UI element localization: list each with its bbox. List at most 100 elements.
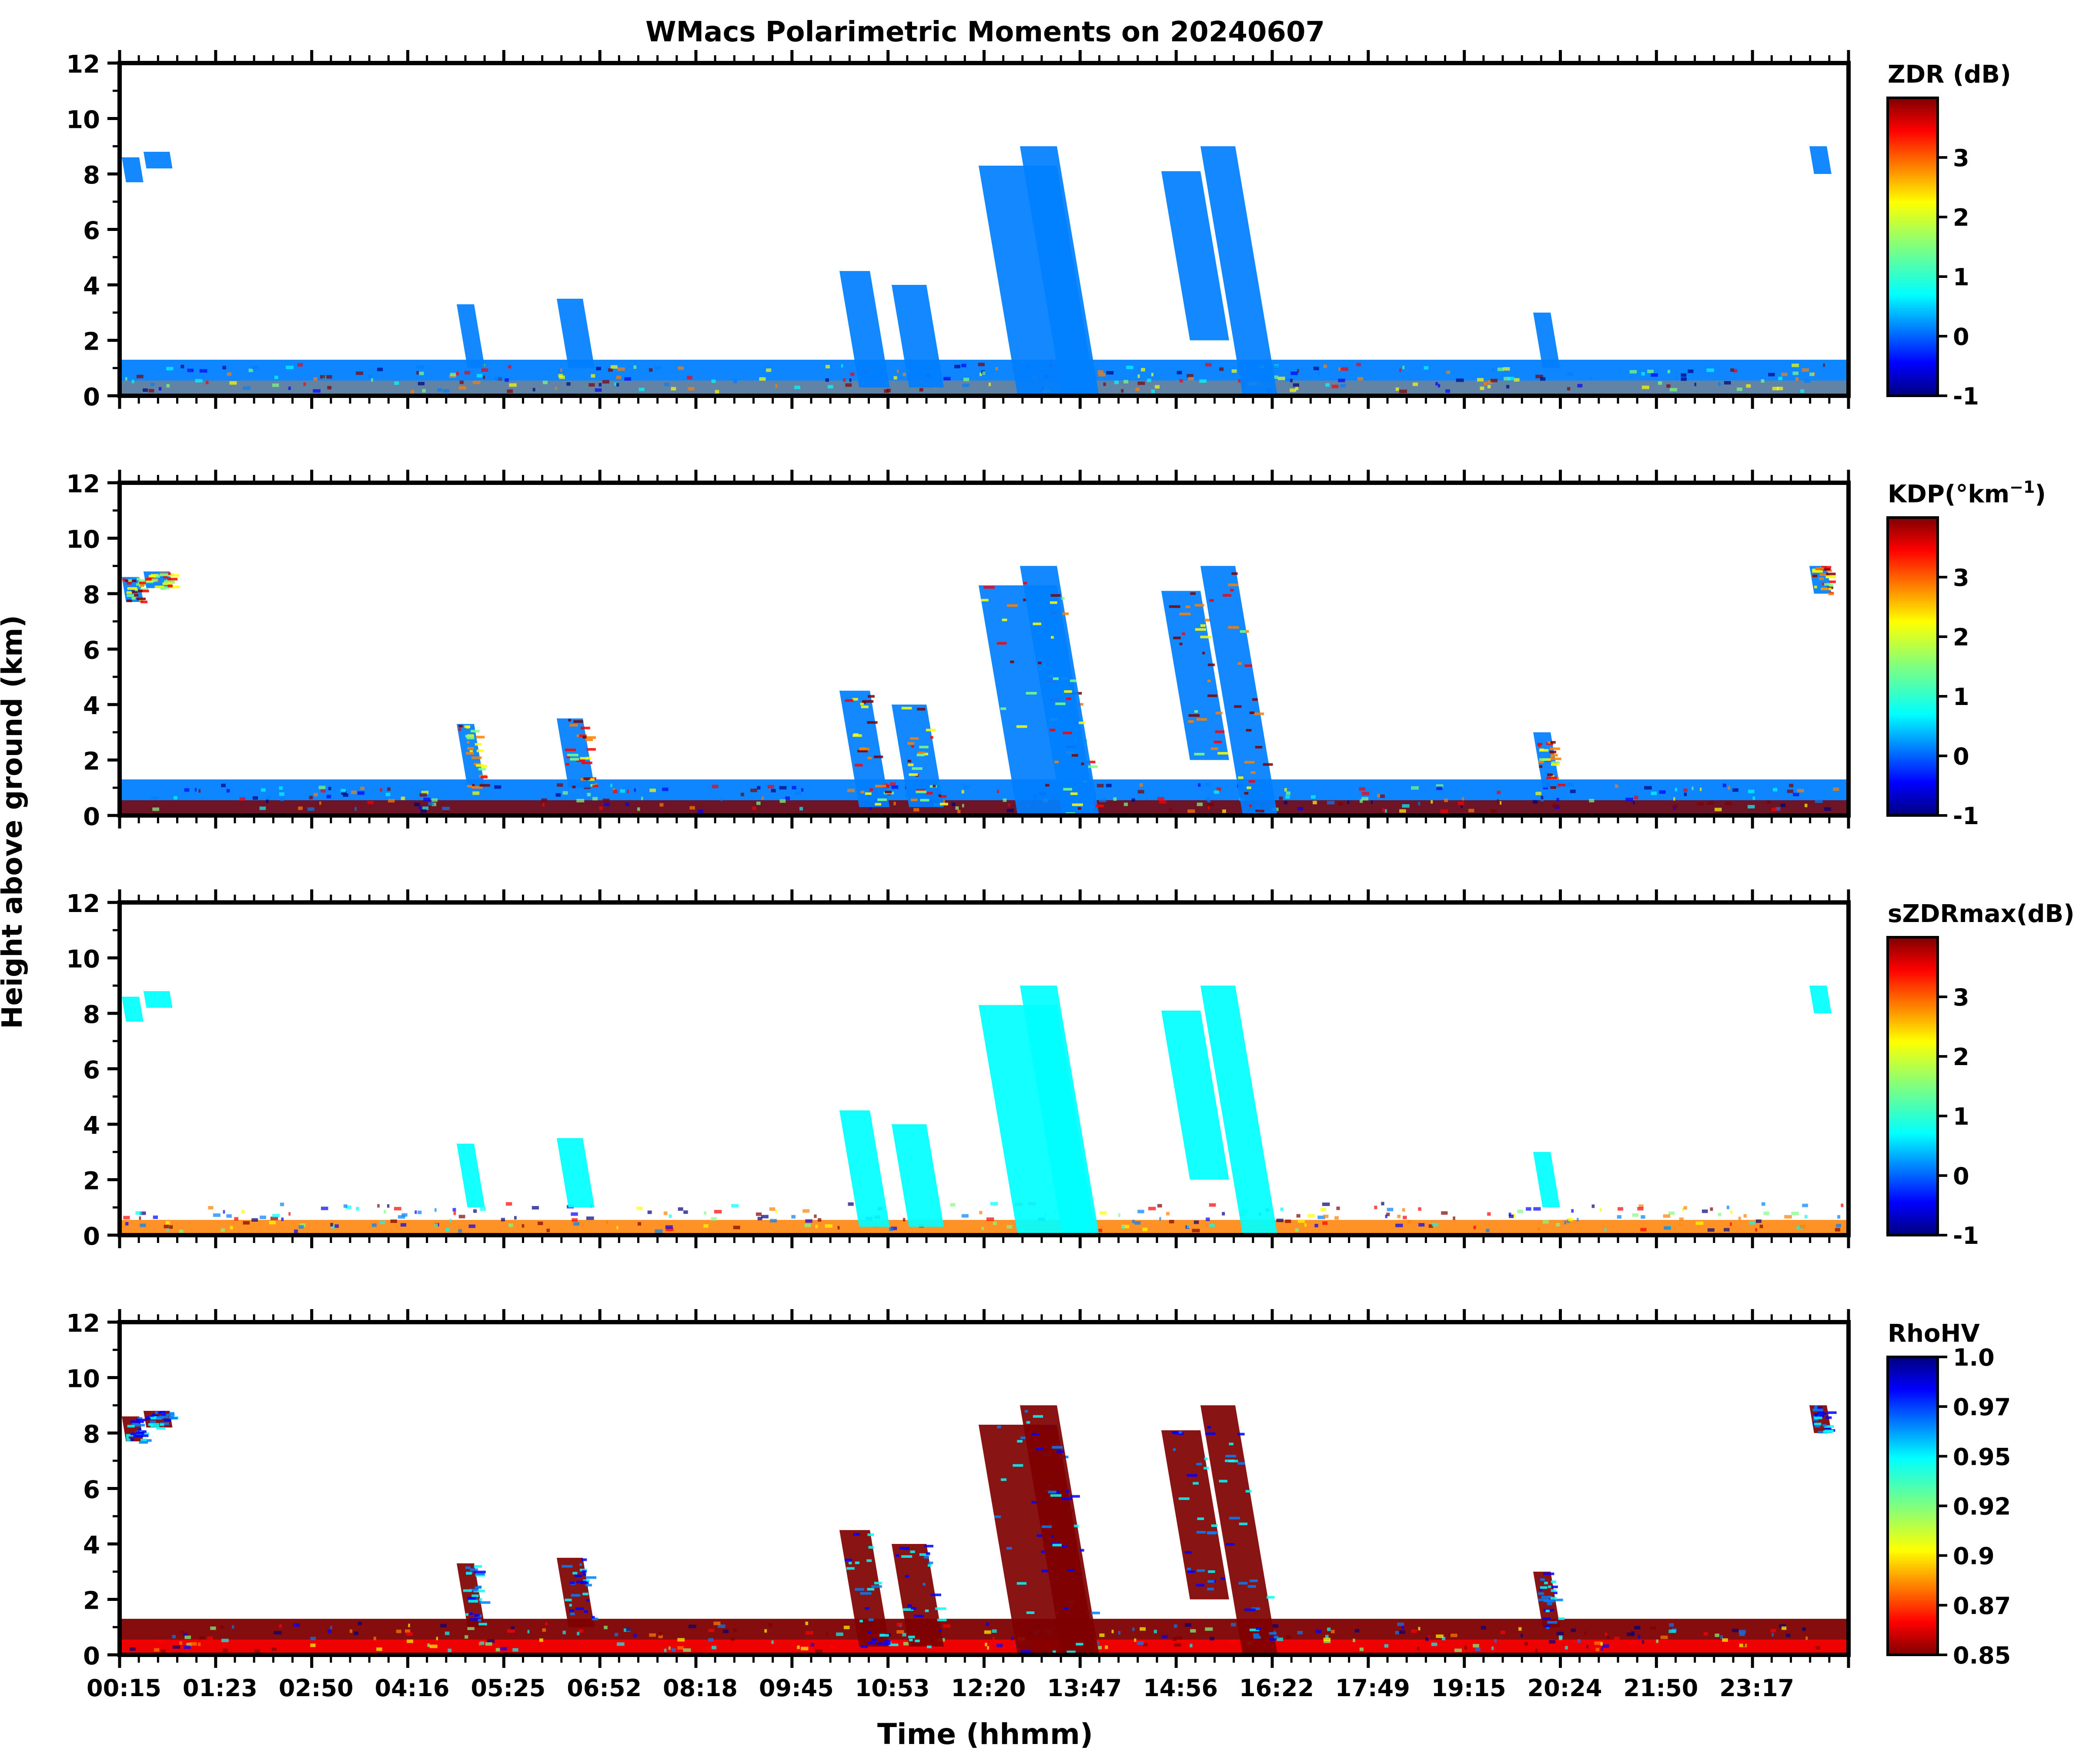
speckle	[1293, 383, 1299, 387]
speckle	[1147, 378, 1151, 382]
speckle	[1556, 1631, 1564, 1635]
storm-texture	[1249, 712, 1255, 714]
speckle	[328, 787, 331, 790]
storm-texture	[585, 1576, 597, 1579]
speckle	[687, 376, 692, 380]
storm-texture	[1538, 1592, 1544, 1595]
speckle	[1173, 1643, 1181, 1647]
speckle	[401, 1213, 408, 1217]
speckle	[1567, 387, 1571, 391]
storm-texture	[136, 1433, 142, 1436]
storm-texture	[1223, 594, 1231, 597]
storm-texture	[1086, 761, 1096, 764]
speckle	[884, 389, 889, 393]
speckle	[1003, 1646, 1006, 1650]
speckle	[1397, 1622, 1404, 1626]
speckle	[1096, 1229, 1103, 1233]
storm-texture	[588, 778, 595, 781]
storm-texture	[570, 758, 579, 761]
colorbar-label-text: sZDRmax(dB)	[1888, 900, 2075, 928]
speckle	[1805, 804, 1808, 807]
speckle	[1586, 1645, 1588, 1648]
storm-texture	[1540, 1586, 1548, 1589]
speckle	[1166, 1212, 1170, 1216]
speckle	[1535, 1648, 1538, 1652]
storm-texture	[145, 578, 157, 581]
storm-texture	[1819, 577, 1824, 580]
speckle	[286, 365, 294, 369]
speckle	[963, 785, 969, 789]
storm-echo	[839, 271, 890, 388]
storm-texture	[580, 757, 588, 760]
speckle	[1804, 1215, 1808, 1219]
speckle	[1673, 797, 1675, 801]
storm-echo	[1161, 1010, 1229, 1180]
colorbar-tick-label: 1.0	[1953, 1344, 1995, 1371]
storm-texture	[866, 1559, 872, 1562]
speckle	[213, 1213, 221, 1217]
colorbar-tick-label: 0.85	[1953, 1642, 2011, 1669]
speckle	[280, 1203, 284, 1206]
speckle	[1692, 786, 1694, 790]
storm-texture	[1074, 1524, 1079, 1527]
speckle	[1286, 1635, 1291, 1639]
speckle	[762, 796, 764, 800]
speckle	[1659, 790, 1666, 794]
y-tick-label: 0	[83, 803, 100, 831]
speckle	[1296, 1214, 1300, 1218]
speckle	[1331, 1630, 1335, 1634]
storm-texture	[1245, 1490, 1252, 1493]
speckle	[733, 1628, 737, 1632]
storm-echo	[1533, 1152, 1560, 1208]
speckle	[1633, 801, 1635, 805]
storm-texture	[470, 1568, 478, 1571]
speckle	[801, 1647, 809, 1650]
speckle	[1382, 808, 1385, 812]
speckle	[869, 807, 872, 811]
storm-texture	[905, 1575, 909, 1578]
speckle	[714, 1210, 722, 1213]
speckle	[768, 1623, 772, 1627]
speckle	[1437, 384, 1441, 388]
speckle	[140, 1211, 146, 1215]
storm-texture	[1545, 1610, 1550, 1613]
storm-texture	[1537, 743, 1542, 745]
speckle	[1642, 1640, 1645, 1644]
speckle	[1748, 805, 1755, 808]
speckle	[587, 792, 591, 796]
speckle	[1800, 389, 1805, 393]
speckle	[806, 1631, 813, 1635]
storm-texture	[1274, 1636, 1279, 1639]
storm-echo	[1200, 986, 1278, 1235]
speckle	[1565, 1646, 1568, 1650]
speckle	[1518, 1627, 1522, 1631]
speckle	[1402, 365, 1404, 369]
storm-texture	[845, 699, 853, 702]
speckle	[1325, 383, 1330, 387]
speckle	[723, 1629, 729, 1633]
speckle	[711, 379, 716, 383]
speckle	[164, 1225, 169, 1229]
speckle	[1374, 1206, 1377, 1209]
speckle	[634, 788, 636, 792]
speckle	[440, 1624, 447, 1627]
speckle	[396, 1630, 401, 1633]
speckle	[150, 383, 155, 387]
storm-texture	[1196, 1463, 1202, 1466]
storm-texture	[939, 1629, 942, 1632]
speckle	[1514, 378, 1520, 382]
speckle	[890, 782, 896, 786]
speckle	[1641, 372, 1645, 376]
speckle	[649, 368, 653, 372]
storm-texture	[1539, 748, 1544, 751]
speckle	[752, 806, 756, 810]
speckle	[129, 1647, 136, 1651]
speckle	[1157, 797, 1164, 801]
speckle	[279, 786, 283, 790]
speckle	[148, 389, 154, 393]
storm-texture	[1026, 1421, 1030, 1424]
speckle	[1322, 1221, 1328, 1225]
storm-texture	[1215, 712, 1223, 715]
speckle	[153, 1215, 158, 1219]
